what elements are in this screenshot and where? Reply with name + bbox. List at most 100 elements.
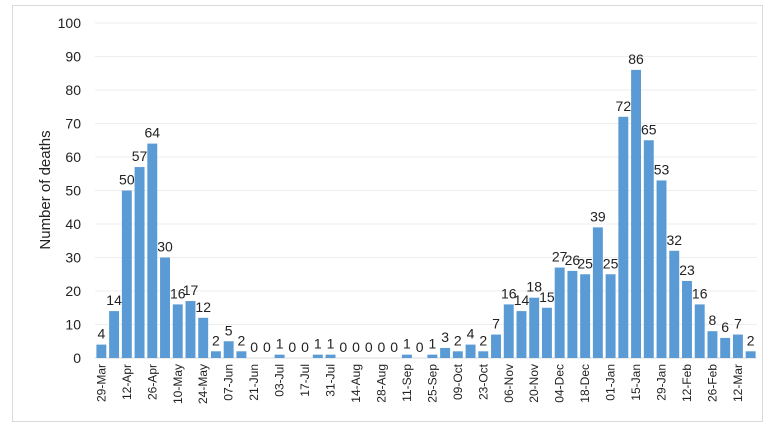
data-label: 32 bbox=[666, 232, 682, 248]
x-tick-label: 18-Dec bbox=[578, 364, 592, 403]
bar bbox=[185, 301, 196, 358]
bar bbox=[440, 347, 451, 358]
data-label: 6 bbox=[721, 319, 729, 335]
bar bbox=[478, 351, 489, 358]
data-label: 25 bbox=[603, 255, 619, 271]
data-label: 14 bbox=[514, 292, 530, 308]
data-label: 0 bbox=[390, 339, 398, 355]
bar bbox=[427, 354, 438, 358]
data-label: 7 bbox=[492, 316, 500, 332]
x-tick-label: 15-Jan bbox=[629, 364, 643, 401]
data-label: 4 bbox=[467, 326, 475, 342]
data-label: 53 bbox=[654, 161, 670, 177]
bar bbox=[236, 351, 247, 358]
data-label: 23 bbox=[679, 262, 695, 278]
x-tick-label: 17-Jul bbox=[298, 364, 312, 397]
bar bbox=[96, 344, 107, 358]
bar bbox=[618, 116, 629, 358]
bar bbox=[694, 304, 705, 358]
bar bbox=[592, 227, 603, 358]
x-tick-label: 20-Nov bbox=[527, 364, 541, 403]
y-tick-label: 40 bbox=[65, 216, 81, 232]
data-label: 27 bbox=[552, 249, 568, 265]
y-tick-label: 50 bbox=[65, 183, 81, 199]
data-label: 26 bbox=[565, 252, 581, 268]
bar bbox=[198, 317, 209, 358]
data-label: 2 bbox=[454, 332, 462, 348]
bar bbox=[567, 270, 578, 358]
data-label: 2 bbox=[238, 332, 246, 348]
bar bbox=[274, 354, 285, 358]
bar bbox=[529, 297, 540, 358]
chart-frame bbox=[12, 5, 763, 422]
y-tick-label: 20 bbox=[65, 283, 81, 299]
data-label: 4 bbox=[97, 326, 105, 342]
bar bbox=[121, 190, 132, 358]
data-label: 14 bbox=[106, 292, 122, 308]
data-label: 1 bbox=[403, 336, 411, 352]
data-label: 0 bbox=[263, 339, 271, 355]
bar bbox=[516, 311, 527, 358]
data-label: 72 bbox=[616, 98, 632, 114]
data-label: 64 bbox=[144, 125, 160, 141]
data-label: 1 bbox=[327, 336, 335, 352]
data-label: 15 bbox=[539, 289, 555, 305]
data-label: 1 bbox=[276, 336, 284, 352]
data-label: 1 bbox=[428, 336, 436, 352]
data-label: 2 bbox=[479, 332, 487, 348]
y-tick-label: 100 bbox=[58, 15, 82, 31]
x-tick-label: 03-Jul bbox=[273, 364, 287, 397]
bar bbox=[401, 354, 412, 358]
y-tick-label: 70 bbox=[65, 116, 81, 132]
bar bbox=[223, 341, 234, 358]
y-tick-label: 10 bbox=[65, 317, 81, 333]
data-label: 12 bbox=[195, 299, 211, 315]
bar bbox=[656, 180, 667, 358]
data-label: 1 bbox=[314, 336, 322, 352]
bar bbox=[643, 140, 654, 358]
x-tick-label: 25-Sep bbox=[425, 364, 439, 403]
x-tick-label: 12-Mar bbox=[731, 364, 745, 402]
data-label: 2 bbox=[747, 332, 755, 348]
bar bbox=[160, 257, 170, 358]
x-tick-label: 24-May bbox=[196, 364, 210, 404]
y-tick-label: 90 bbox=[65, 49, 81, 65]
data-label: 86 bbox=[628, 51, 644, 67]
x-tick-label: 11-Sep bbox=[400, 364, 414, 402]
x-tick-label: 12-Feb bbox=[680, 364, 694, 402]
data-label: 50 bbox=[119, 172, 135, 188]
x-tick-label: 09-Oct bbox=[451, 363, 465, 400]
data-label: 0 bbox=[250, 339, 258, 355]
bar bbox=[147, 143, 158, 358]
y-tick-label: 60 bbox=[65, 149, 81, 165]
x-tick-label: 14-Aug bbox=[349, 364, 363, 403]
bar bbox=[210, 351, 221, 358]
x-tick-label: 21-Jun bbox=[247, 364, 261, 401]
x-tick-label: 07-Jun bbox=[222, 364, 236, 401]
bar bbox=[682, 280, 692, 358]
data-label: 0 bbox=[301, 339, 309, 355]
bar bbox=[465, 344, 476, 358]
x-tick-label: 10-May bbox=[171, 364, 185, 404]
y-axis-label: Number of deaths bbox=[37, 130, 54, 249]
x-tick-label: 04-Dec bbox=[553, 364, 567, 403]
x-tick-label: 29-Jan bbox=[655, 364, 669, 401]
data-label: 7 bbox=[734, 316, 742, 332]
data-label: 2 bbox=[212, 332, 220, 348]
bar bbox=[669, 250, 680, 358]
bar bbox=[720, 337, 731, 358]
x-tick-label: 26-Feb bbox=[705, 364, 719, 402]
bar bbox=[172, 304, 183, 358]
x-tick-label: 12-Apr bbox=[120, 364, 134, 400]
data-label: 0 bbox=[365, 339, 373, 355]
bar bbox=[745, 351, 756, 358]
data-label: 16 bbox=[170, 285, 186, 301]
bar bbox=[605, 274, 616, 358]
bar bbox=[503, 304, 514, 358]
data-label: 0 bbox=[339, 339, 347, 355]
bar bbox=[631, 69, 642, 359]
bar bbox=[580, 274, 591, 358]
bar bbox=[554, 267, 565, 358]
bar bbox=[325, 354, 336, 358]
